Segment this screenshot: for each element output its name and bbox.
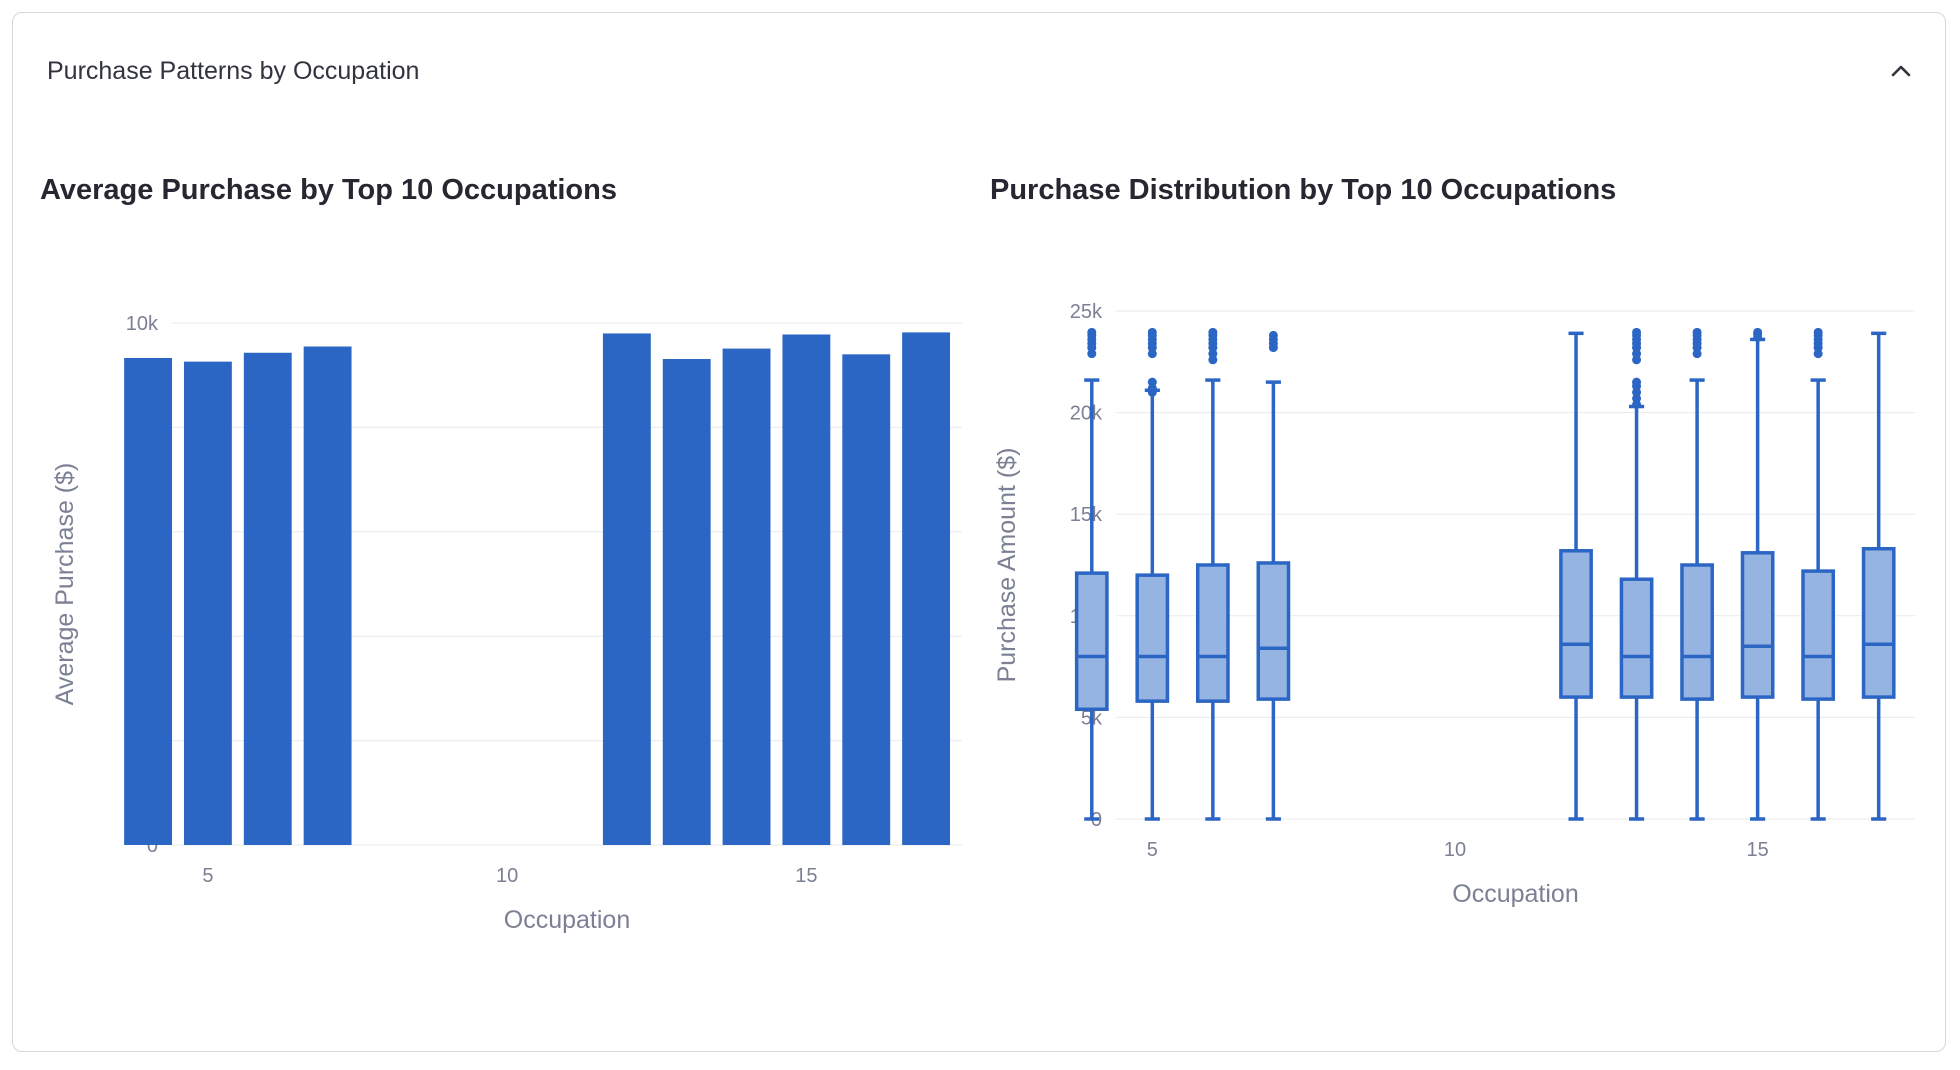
outlier-point — [1087, 327, 1097, 337]
collapse-button[interactable] — [1879, 49, 1923, 93]
purchase-distribution-chart: Purchase Distribution by Top 10 Occupati… — [980, 96, 1930, 996]
bar[interactable] — [243, 352, 292, 845]
box[interactable] — [1559, 331, 1593, 821]
box-iqr — [1074, 571, 1109, 712]
outlier-point — [1208, 327, 1218, 337]
panel-title: Purchase Patterns by Occupation — [47, 57, 420, 85]
y-axis-title: Purchase Amount ($) — [993, 448, 1021, 683]
y-tick-label: 10k — [126, 313, 159, 335]
y-tick-label: 0 — [147, 835, 158, 857]
box[interactable] — [1135, 327, 1170, 821]
box[interactable] — [1619, 327, 1654, 821]
box-chart-svg[interactable]: 05k10k15k20k25k51015OccupationPurchase A… — [980, 96, 1930, 996]
box-iqr — [1559, 549, 1593, 699]
outlier-point — [1692, 327, 1702, 337]
chart-title-purchase-distribution: Purchase Distribution by Top 10 Occupati… — [990, 174, 1617, 206]
x-tick-label: 10 — [1444, 839, 1466, 861]
box[interactable] — [1801, 327, 1836, 821]
box[interactable] — [1074, 327, 1109, 821]
bar[interactable] — [902, 332, 951, 845]
bar[interactable] — [722, 348, 771, 845]
box-iqr — [1135, 573, 1170, 703]
box-iqr — [1195, 563, 1230, 703]
box-iqr — [1680, 563, 1714, 701]
outlier-point — [1268, 330, 1278, 340]
box[interactable] — [1740, 327, 1775, 821]
bar[interactable] — [782, 334, 831, 845]
box[interactable] — [1195, 327, 1230, 821]
outlier-point — [1632, 377, 1642, 387]
x-tick-label: 5 — [202, 865, 213, 887]
box-iqr — [1801, 569, 1836, 701]
x-axis-title: Occupation — [504, 906, 630, 934]
outlier-point — [1147, 377, 1157, 387]
bar[interactable] — [842, 354, 891, 845]
bar[interactable] — [662, 359, 711, 845]
y-tick-label: 15k — [1070, 504, 1103, 526]
box-iqr — [1861, 546, 1896, 699]
x-tick-label: 5 — [1147, 839, 1158, 861]
box-iqr — [1619, 577, 1654, 699]
box[interactable] — [1861, 331, 1896, 821]
bar[interactable] — [183, 361, 232, 845]
y-tick-label: 25k — [1070, 301, 1103, 323]
y-tick-label: 20k — [1070, 403, 1103, 425]
box-iqr — [1740, 551, 1775, 699]
x-tick-label: 10 — [496, 865, 518, 887]
outlier-point — [1753, 327, 1763, 337]
expander-header[interactable]: Purchase Patterns by Occupation — [13, 13, 1945, 109]
box-iqr — [1256, 561, 1291, 701]
box[interactable] — [1256, 330, 1291, 821]
x-tick-label: 15 — [795, 865, 817, 887]
y-axis-title: Average Purchase ($) — [51, 463, 79, 706]
outlier-point — [1632, 327, 1642, 337]
chevron-up-icon — [1891, 65, 1911, 77]
bar[interactable] — [124, 357, 172, 845]
outlier-point — [1147, 327, 1157, 337]
x-axis-title: Occupation — [1452, 880, 1578, 908]
box[interactable] — [1680, 327, 1714, 821]
x-tick-label: 15 — [1746, 839, 1768, 861]
bar[interactable] — [303, 346, 352, 845]
outlier-point — [1813, 327, 1823, 337]
bar-chart-svg[interactable]: 02k4k6k8k10k51015OccupationAverage Purch… — [30, 96, 970, 996]
chart-title-avg-purchase: Average Purchase by Top 10 Occupations — [40, 174, 617, 206]
avg-purchase-chart: Average Purchase by Top 10 Occupations 0… — [30, 96, 970, 996]
bar[interactable] — [602, 333, 651, 845]
